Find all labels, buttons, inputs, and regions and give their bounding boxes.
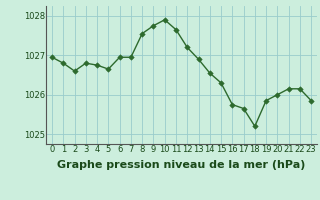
X-axis label: Graphe pression niveau de la mer (hPa): Graphe pression niveau de la mer (hPa) bbox=[57, 160, 306, 170]
